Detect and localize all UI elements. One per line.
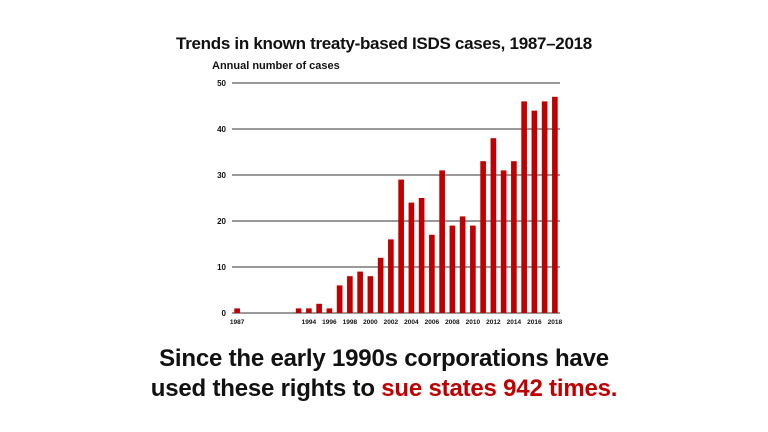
bar-1997 xyxy=(336,285,343,313)
x-tick-label: 1987 xyxy=(230,319,245,326)
bar-2010 xyxy=(470,225,476,313)
headline-accent: sue states 942 times. xyxy=(381,375,618,402)
headline-line-2: used these rights to sue states 942 time… xyxy=(0,374,768,404)
bar-2008 xyxy=(449,225,456,313)
y-tick-label: 20 xyxy=(217,217,226,226)
bars xyxy=(234,96,558,314)
headline: Since the early 1990s corporations have … xyxy=(0,344,768,404)
y-tick-label: 0 xyxy=(222,309,227,318)
gridlines xyxy=(232,82,560,314)
x-tick-labels: 1987 1994 1996 1998 2000 2002 2004 2006 2008 2010… xyxy=(230,319,563,326)
x-tick-label: 2014 xyxy=(507,319,522,326)
bar-1987 xyxy=(234,308,240,313)
bar-2001 xyxy=(377,257,384,313)
x-tick-label: 1998 xyxy=(343,319,358,326)
bar-1999 xyxy=(357,271,363,313)
bar-2006 xyxy=(429,234,435,313)
x-tick-label: 2000 xyxy=(363,319,378,326)
x-tick-label: 1996 xyxy=(322,319,337,326)
bar-1994 xyxy=(306,308,312,313)
bar-2005 xyxy=(418,198,425,313)
bar-1998 xyxy=(347,276,353,313)
bar-2018 xyxy=(552,96,558,313)
y-tick-label: 50 xyxy=(217,79,226,88)
bar-2000 xyxy=(367,276,374,313)
bar-2016 xyxy=(531,110,538,313)
chart-title: Trends in known treaty-based ISDS cases,… xyxy=(176,34,592,53)
x-tick-label: 2004 xyxy=(404,319,419,326)
x-tick-label: 2002 xyxy=(384,319,399,326)
x-tick-label: 1994 xyxy=(302,319,317,326)
x-tick-label: 2012 xyxy=(486,319,501,326)
bar-2002 xyxy=(388,239,394,313)
bar-2014 xyxy=(511,161,517,313)
headline-line-2-text: used these rights to xyxy=(150,375,382,402)
x-tick-label: 2008 xyxy=(445,319,460,326)
bar-2017 xyxy=(541,101,548,314)
bar-2012 xyxy=(490,138,497,313)
bar-1995 xyxy=(316,303,322,313)
bar-2004 xyxy=(408,202,415,313)
bar-2009 xyxy=(459,216,466,313)
bar-1993 xyxy=(295,308,302,313)
bar-2013 xyxy=(500,170,507,313)
y-axis-label: Annual number of cases xyxy=(212,60,340,72)
y-tick-label: 30 xyxy=(217,171,226,180)
y-tick-labels: 0 10 20 30 40 50 xyxy=(217,79,226,318)
bar-1996 xyxy=(326,308,333,313)
x-tick-label: 2006 xyxy=(425,319,440,326)
bar-2015 xyxy=(521,101,527,314)
x-tick-label: 2016 xyxy=(527,319,542,326)
bar-2007 xyxy=(439,170,445,313)
bar-2003 xyxy=(398,179,404,313)
headline-line-1: Since the early 1990s corporations have xyxy=(159,345,609,372)
bar-2011 xyxy=(480,161,486,313)
y-tick-label: 10 xyxy=(217,263,226,272)
x-tick-label: 2018 xyxy=(548,319,563,326)
y-tick-label: 40 xyxy=(217,125,226,134)
x-tick-label: 2010 xyxy=(466,319,481,326)
